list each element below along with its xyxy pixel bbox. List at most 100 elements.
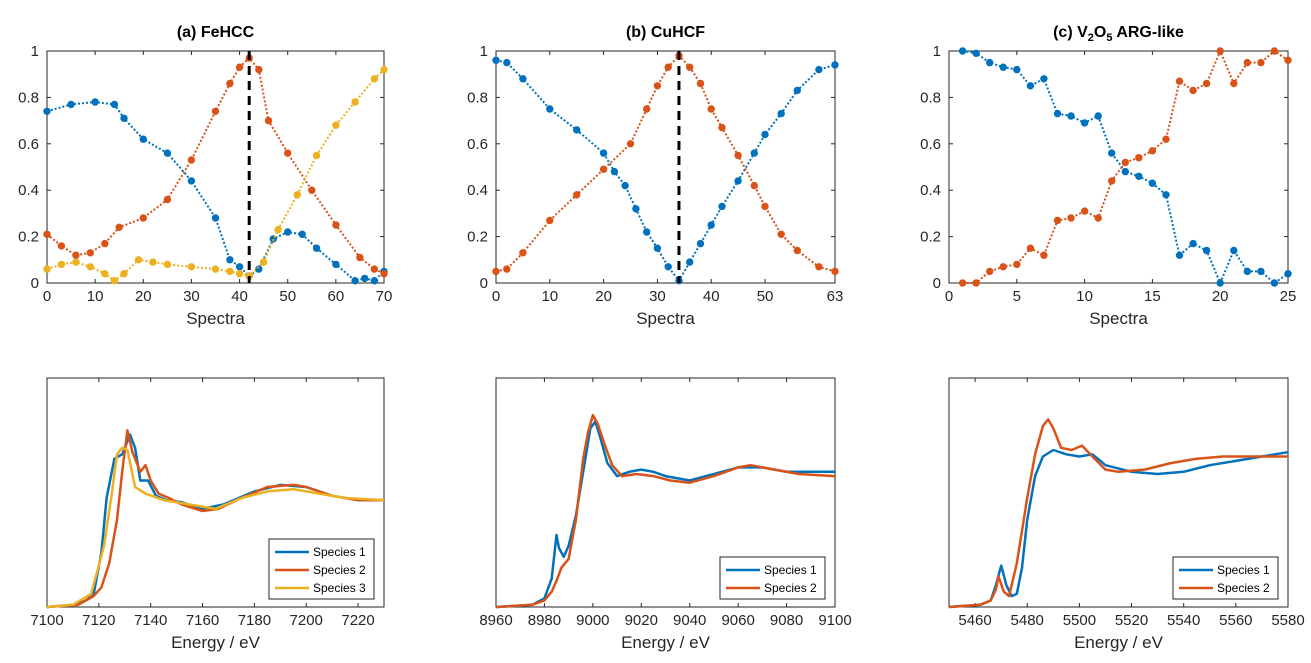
series-2-point xyxy=(1162,135,1170,143)
series-2-point xyxy=(972,279,980,287)
series-3-point xyxy=(149,258,157,266)
series-3-point xyxy=(274,225,282,234)
x-tick-label: 7200 xyxy=(290,612,323,629)
series-1-point xyxy=(492,56,500,64)
series-3-point xyxy=(380,65,388,74)
series-2-point xyxy=(332,221,340,229)
x-axis-label: Energy / eV xyxy=(1074,633,1163,652)
series-1-point xyxy=(643,228,651,236)
series-1-point xyxy=(1202,246,1211,255)
series-3-point xyxy=(57,260,66,269)
y-tick-label: 0.4 xyxy=(467,182,488,199)
spectra-cuhcf: 8960 8980 9000 9020 9040 9060 9080 9100 Energy /… xyxy=(479,377,852,652)
series-1-point xyxy=(1026,82,1035,90)
x-tick-label: 10 xyxy=(1076,288,1093,305)
series-2-point xyxy=(308,186,316,194)
y-tick-label: 0.2 xyxy=(920,229,941,246)
y-tick-label: 0.8 xyxy=(920,89,941,106)
x-axis-label: Energy / eV xyxy=(621,633,710,652)
x-tick-label: 9080 xyxy=(770,612,803,629)
chart-title: (c) V2O5 ARG-like xyxy=(1053,24,1184,44)
x-tick-label: 20 xyxy=(1212,288,1229,305)
series-2-point xyxy=(356,253,364,262)
series-1-point xyxy=(1175,251,1184,259)
series-2-point xyxy=(1094,214,1102,222)
series-1-point xyxy=(1013,65,1021,74)
series-3-point xyxy=(259,258,268,266)
series-2-curve xyxy=(948,418,1288,609)
series-3-point xyxy=(211,265,220,273)
series-1-point xyxy=(351,277,359,285)
x-tick-label: 40 xyxy=(703,288,720,305)
series-2-point xyxy=(1053,216,1062,225)
x-tick-label: 9040 xyxy=(673,612,706,629)
x-tick-label: 0 xyxy=(492,288,500,305)
x-tick-label: 9020 xyxy=(625,612,658,629)
series-2-point xyxy=(370,265,379,273)
series-2-curve xyxy=(495,413,836,609)
y-tick-label: 0.2 xyxy=(467,229,488,246)
title-subscript: 2 xyxy=(1088,32,1094,44)
spectra-v2o5: 5460 5480 5500 5520 5540 5560 5580 Energy / eV S… xyxy=(948,377,1305,652)
series-1-point xyxy=(255,265,263,273)
x-tick-label: 7100 xyxy=(30,612,63,629)
x-tick-label: 30 xyxy=(183,288,200,305)
series-2-point xyxy=(163,195,172,204)
x-tick-label: 40 xyxy=(231,288,248,305)
x-tick-label: 50 xyxy=(279,288,296,305)
series-1-point xyxy=(312,244,321,252)
series-2-point xyxy=(492,267,500,276)
series-2-point xyxy=(503,265,511,273)
series-2-point xyxy=(986,267,994,276)
series-1-point xyxy=(43,107,51,116)
series-2-point xyxy=(1230,79,1238,88)
x-tick-label: 10 xyxy=(87,288,104,305)
series-2-point xyxy=(72,251,80,259)
series-2-point xyxy=(686,63,694,71)
series-3-point xyxy=(351,98,359,106)
series-1-point xyxy=(1121,167,1130,176)
series-1-point xyxy=(1270,279,1279,287)
series-3-point xyxy=(120,270,128,278)
y-tick-label: 0.6 xyxy=(920,136,941,153)
series-2-point xyxy=(1202,79,1211,88)
x-tick-label: 5580 xyxy=(1271,612,1304,629)
x-tick-label: 60 xyxy=(328,288,345,305)
series-1-point xyxy=(718,202,726,211)
y-tick-label: 1 xyxy=(933,43,941,60)
y-tick-label: 1 xyxy=(480,43,488,60)
legend-label-2: Species 2 xyxy=(764,581,817,595)
series-3-point xyxy=(235,270,244,278)
series-1-point xyxy=(573,126,581,134)
series-2-point xyxy=(793,246,801,255)
series-1-point xyxy=(1148,179,1157,187)
legend-label-2: Species 2 xyxy=(1217,581,1270,595)
series-2-point xyxy=(139,214,148,222)
spectra-fehcc: 7100 7120 7140 7160 7180 7200 7220 Energy / eV S… xyxy=(30,377,385,652)
x-tick-label: 0 xyxy=(945,288,953,305)
x-tick-label: 7160 xyxy=(186,612,219,629)
series-2-point xyxy=(777,230,785,239)
series-2-point xyxy=(1243,58,1252,67)
series-1-point xyxy=(1108,149,1116,157)
y-tick-label: 0 xyxy=(480,275,488,292)
series-1-point xyxy=(1067,112,1075,120)
title-part: ARG-like xyxy=(1112,24,1184,41)
y-tick-label: 0.6 xyxy=(18,136,39,153)
series-1-point xyxy=(793,86,801,95)
series-2-point xyxy=(664,63,672,71)
series-2-point xyxy=(958,279,967,287)
plot-a-fehcc: 0 10 20 30 40 50 60 70 0 0.2 0.4 0.6 0.8 1 Spectra (a) … xyxy=(18,24,392,328)
series-3-line xyxy=(46,68,385,282)
series-1-point xyxy=(1216,279,1224,287)
series-1-point xyxy=(686,258,694,266)
series-2-point xyxy=(707,105,715,113)
series-1-point xyxy=(632,205,640,213)
x-tick-label: 5540 xyxy=(1167,612,1200,629)
x-tick-label: 7180 xyxy=(238,612,271,629)
x-axis-label: Spectra xyxy=(1089,309,1148,328)
series-1-point xyxy=(1053,109,1062,118)
series-2-point xyxy=(86,249,95,257)
series-1-point xyxy=(999,63,1007,71)
y-tick-label: 0 xyxy=(933,275,941,292)
